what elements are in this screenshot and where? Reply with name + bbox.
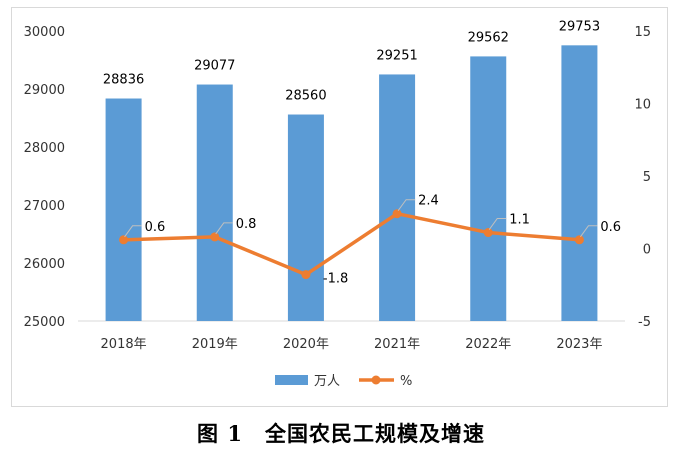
legend-swatch-marker: [371, 375, 381, 385]
bar: [470, 56, 507, 322]
line-point: [483, 228, 493, 238]
right-axis: -5 0 5 10 15: [634, 25, 651, 330]
bar: [561, 45, 598, 322]
leader-line: [124, 225, 142, 238]
x-tick-label: 2019年: [192, 337, 238, 352]
line-data-label: 2.4: [418, 194, 439, 209]
line-data-label: 1.1: [509, 213, 530, 228]
line-data-label: -1.8: [323, 272, 348, 287]
bar: [105, 98, 142, 322]
chart-frame: [11, 7, 668, 407]
line-point: [119, 235, 129, 245]
x-tick-label: 2018年: [101, 337, 147, 352]
left-tick-label: 26000: [24, 257, 65, 272]
legend-label: %: [400, 374, 412, 389]
legend-swatch-bar: [275, 375, 308, 385]
line-point: [574, 235, 584, 245]
legend-label: 万人: [314, 374, 340, 389]
x-tick-label: 2022年: [465, 337, 511, 352]
line-data-labels: 0.6 0.8 -1.8 2.4 1.1 0.6: [124, 194, 621, 287]
x-tick-label: 2023年: [556, 337, 602, 352]
right-tick-label: -5: [638, 315, 651, 330]
chart-caption: 图 1 全国农民工规模及增速: [197, 421, 485, 446]
bar-data-label: 28836: [103, 73, 144, 88]
bar-data-labels: 28836 29077 28560 29251 29562 29753: [103, 19, 600, 103]
left-tick-label: 28000: [24, 141, 65, 156]
left-tick-label: 27000: [24, 199, 65, 214]
bar-data-label: 28560: [285, 89, 326, 104]
left-axis: 25000 26000 27000 28000 29000 30000: [24, 25, 65, 330]
bar: [196, 84, 233, 321]
right-tick-label: 0: [643, 243, 651, 258]
x-tick-label: 2020年: [283, 337, 329, 352]
line-point: [210, 232, 220, 242]
bar: [287, 114, 324, 322]
bar-data-label: 29753: [559, 19, 600, 34]
bar-series: [105, 45, 598, 322]
line-series: [119, 209, 584, 280]
leader-line: [488, 218, 507, 230]
line-data-label: 0.6: [600, 220, 621, 235]
line-data-label: 0.8: [236, 217, 257, 232]
bar: [379, 74, 416, 321]
left-tick-label: 30000: [24, 25, 65, 40]
legend: 万人%: [275, 374, 412, 389]
x-tick-label: 2021年: [374, 337, 420, 352]
line-path: [123, 211, 580, 277]
leader-line: [580, 225, 598, 238]
bar-data-label: 29251: [376, 48, 417, 63]
leader-line: [397, 199, 416, 211]
left-tick-label: 25000: [24, 315, 65, 330]
leader-line: [215, 222, 233, 235]
right-tick-label: 15: [634, 25, 651, 40]
right-tick-label: 5: [643, 170, 651, 185]
bar-data-label: 29077: [194, 59, 235, 74]
line-point: [301, 270, 311, 280]
left-tick-label: 29000: [24, 83, 65, 98]
line-point: [392, 209, 402, 219]
bar-data-label: 29562: [468, 30, 509, 45]
line-data-label: 0.6: [145, 220, 166, 235]
right-tick-label: 10: [634, 98, 651, 113]
x-axis: 2018年 2019年 2020年 2021年 2022年 2023年: [101, 337, 603, 352]
